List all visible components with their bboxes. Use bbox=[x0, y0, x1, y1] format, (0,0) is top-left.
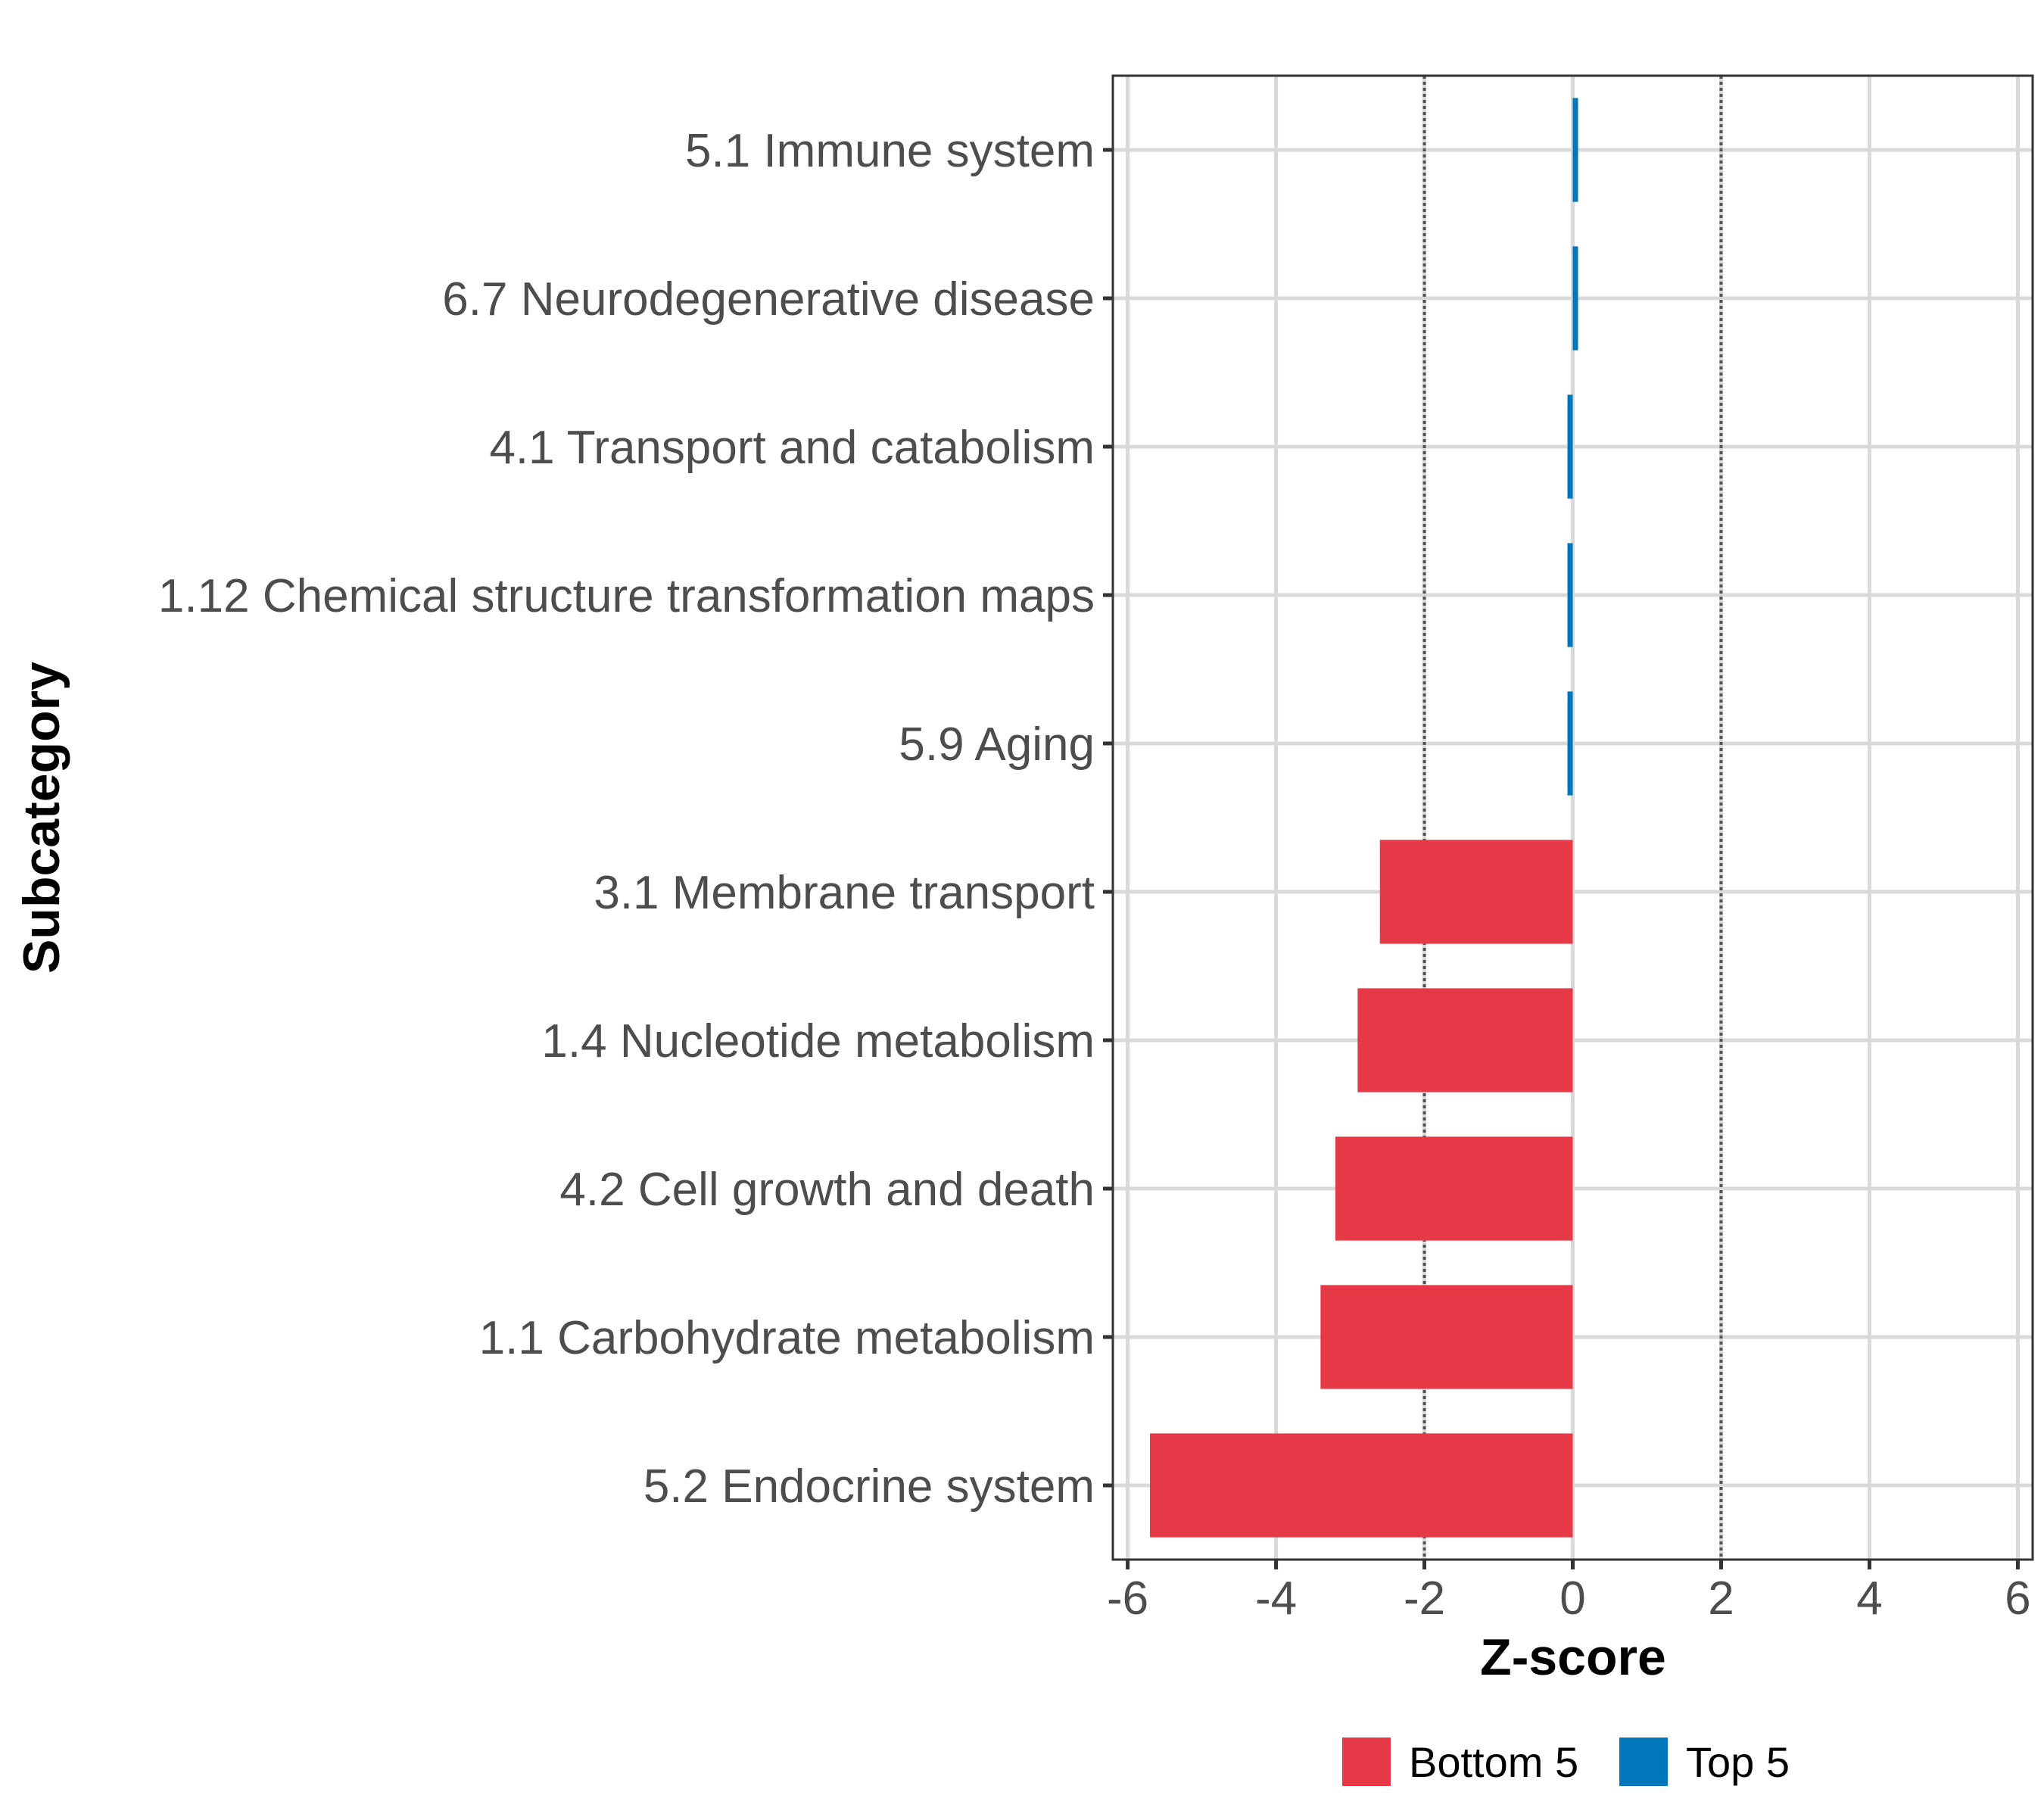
category-label: 5.1 Immune system bbox=[685, 125, 1095, 177]
bar bbox=[1567, 543, 1573, 647]
y-axis: 5.1 Immune system 6.7 Neurodegenerative d… bbox=[158, 125, 1113, 1513]
category-label: 6.7 Neurodegenerative disease bbox=[442, 273, 1095, 326]
legend-label: Top 5 bbox=[1686, 1738, 1790, 1786]
category-label: 4.2 Cell growth and death bbox=[559, 1164, 1095, 1216]
y-axis-title: Subcategory bbox=[13, 662, 70, 974]
x-tick-label: 2 bbox=[1708, 1572, 1734, 1625]
bar bbox=[1335, 1136, 1573, 1241]
bars bbox=[1149, 98, 1578, 1538]
x-tick-label: 4 bbox=[1856, 1572, 1882, 1625]
bar bbox=[1572, 98, 1578, 202]
category-label: 1.12 Chemical structure transformation m… bbox=[158, 570, 1095, 622]
bar bbox=[1379, 840, 1573, 944]
legend-label: Bottom 5 bbox=[1409, 1738, 1578, 1786]
category-label: 1.1 Carbohydrate metabolism bbox=[479, 1312, 1095, 1364]
bar bbox=[1567, 691, 1573, 796]
bar bbox=[1357, 988, 1573, 1092]
x-axis-title: Z-score bbox=[1480, 1628, 1666, 1686]
x-tick-label: 6 bbox=[2005, 1572, 2030, 1625]
bar bbox=[1567, 394, 1573, 499]
category-label: 4.1 Transport and catabolism bbox=[489, 422, 1095, 474]
category-label: 3.1 Membrane transport bbox=[594, 867, 1095, 919]
bar bbox=[1572, 246, 1578, 351]
category-label: 5.2 Endocrine system bbox=[643, 1460, 1095, 1513]
x-tick-label: 0 bbox=[1559, 1572, 1585, 1625]
bar bbox=[1149, 1433, 1573, 1538]
legend-key bbox=[1619, 1738, 1668, 1786]
bar bbox=[1320, 1285, 1573, 1389]
x-axis: -6 -4 -2 0 2 4 6 bbox=[1107, 1560, 2031, 1625]
legend-key bbox=[1342, 1738, 1391, 1786]
category-label: 1.4 Nucleotide metabolism bbox=[541, 1015, 1095, 1067]
x-tick-label: -2 bbox=[1404, 1572, 1445, 1625]
x-tick-label: -6 bbox=[1107, 1572, 1148, 1625]
x-tick-label: -4 bbox=[1255, 1572, 1297, 1625]
category-label: 5.9 Aging bbox=[899, 718, 1095, 771]
legend: Bottom 5 Top 5 bbox=[1342, 1738, 1790, 1786]
